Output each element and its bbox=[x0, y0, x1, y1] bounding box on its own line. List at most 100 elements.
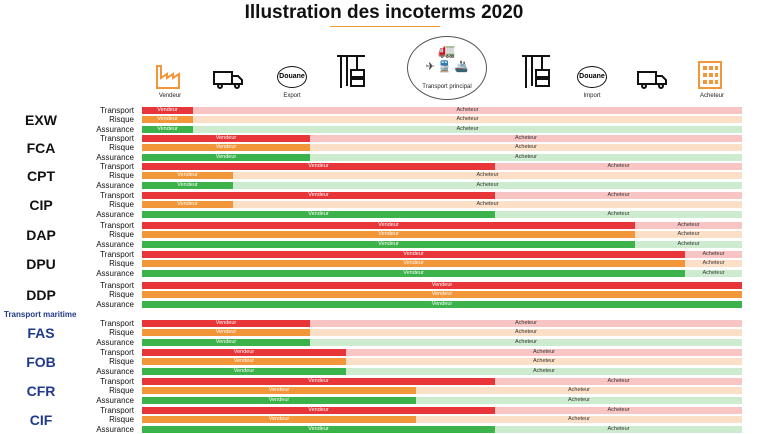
ship-icon: 🚢 bbox=[454, 61, 469, 73]
row-label-risque: Risque bbox=[109, 386, 134, 396]
buyer-bar-assurance: Acheteur bbox=[416, 396, 742, 404]
row-label-assurance: Assurance bbox=[96, 366, 134, 376]
buyer-bar-assurance: Acheteur bbox=[495, 425, 742, 433]
row-label-assurance: Assurance bbox=[96, 180, 134, 190]
trailer-truck-icon: 🚛 bbox=[438, 42, 456, 58]
plane-icon: ✈ bbox=[425, 61, 435, 73]
row-label-risque: Risque bbox=[109, 230, 134, 240]
incoterm-code: FAS bbox=[27, 325, 55, 341]
seller-bar-risque: Vendeur bbox=[142, 291, 742, 299]
buyer-bar-transport: Acheteur bbox=[310, 135, 742, 142]
row-label-assurance: Assurance bbox=[96, 239, 134, 249]
seller-bar-assurance: Vendeur bbox=[142, 396, 416, 404]
row-label-transport: Transport bbox=[100, 406, 134, 415]
buyer-bar-assurance: Acheteur bbox=[310, 338, 742, 346]
buyer-bar-transport: Acheteur bbox=[495, 163, 742, 170]
incoterm-code: DAP bbox=[26, 227, 56, 243]
stage-label: Export bbox=[283, 93, 301, 99]
factory-icon bbox=[154, 62, 184, 95]
row-label-risque: Risque bbox=[109, 115, 134, 125]
seller-bar-transport: Vendeur bbox=[142, 349, 346, 356]
seller-bar-assurance: Vendeur bbox=[142, 300, 742, 308]
buyer-bar-risque: Acheteur bbox=[416, 416, 742, 424]
crane-container-icon bbox=[333, 50, 367, 95]
row-label-transport: Transport bbox=[100, 377, 134, 386]
stage-label: Vendeur bbox=[158, 93, 182, 99]
title-underline bbox=[330, 26, 440, 27]
row-label-risque: Risque bbox=[109, 143, 134, 153]
buyer-bar-assurance: Acheteur bbox=[310, 153, 742, 161]
maritime-heading: Transport maritime bbox=[4, 309, 77, 319]
row-label-risque: Risque bbox=[109, 259, 134, 269]
building-icon bbox=[696, 60, 724, 95]
row-label-transport: Transport bbox=[100, 162, 134, 171]
seller-bar-transport: Vendeur bbox=[142, 282, 742, 289]
seller-bar-risque: Vendeur bbox=[142, 201, 233, 209]
seller-bar-risque: Vendeur bbox=[142, 416, 416, 424]
seller-bar-assurance: Vendeur bbox=[142, 338, 310, 346]
seller-bar-assurance: Vendeur bbox=[142, 210, 495, 218]
row-label-assurance: Assurance bbox=[96, 152, 134, 162]
buyer-bar-assurance: Acheteur bbox=[233, 181, 742, 189]
seller-bar-transport: Vendeur bbox=[142, 135, 310, 142]
buyer-bar-assurance: Acheteur bbox=[346, 367, 742, 375]
row-label-transport: Transport bbox=[100, 106, 134, 115]
stage-label: Transport principal bbox=[422, 84, 472, 90]
seller-bar-risque: Vendeur bbox=[142, 116, 193, 124]
buyer-bar-risque: Acheteur bbox=[233, 172, 742, 180]
seller-bar-assurance: Vendeur bbox=[142, 240, 635, 248]
row-label-risque: Risque bbox=[109, 328, 134, 338]
buyer-bar-risque: Acheteur bbox=[346, 358, 742, 366]
seller-bar-transport: Vendeur bbox=[142, 107, 193, 114]
seller-bar-assurance: Vendeur bbox=[142, 269, 685, 277]
seller-bar-risque: Vendeur bbox=[142, 260, 685, 268]
buyer-bar-transport: Acheteur bbox=[685, 251, 742, 258]
seller-bar-transport: Vendeur bbox=[142, 192, 495, 199]
truck-icon bbox=[636, 68, 668, 95]
buyer-bar-risque: Acheteur bbox=[193, 116, 742, 124]
row-label-risque: Risque bbox=[109, 290, 134, 300]
page-title: Illustration des incoterms 2020 bbox=[244, 2, 524, 23]
seller-bar-transport: Vendeur bbox=[142, 320, 310, 327]
buyer-bar-transport: Acheteur bbox=[346, 349, 742, 356]
incoterm-code: FOB bbox=[26, 354, 56, 370]
seller-bar-risque: Vendeur bbox=[142, 358, 346, 366]
seller-bar-transport: Vendeur bbox=[142, 251, 685, 258]
row-label-assurance: Assurance bbox=[96, 209, 134, 219]
stage-label: Import bbox=[583, 93, 601, 99]
row-label-transport: Transport bbox=[100, 250, 134, 259]
row-label-assurance: Assurance bbox=[96, 395, 134, 405]
buyer-bar-transport: Acheteur bbox=[495, 192, 742, 199]
row-label-transport: Transport bbox=[100, 281, 134, 290]
buyer-bar-assurance: Acheteur bbox=[193, 125, 742, 133]
seller-bar-risque: Vendeur bbox=[142, 231, 635, 239]
incoterm-code: CIF bbox=[29, 412, 53, 428]
stage-label: Acheteur bbox=[699, 93, 724, 99]
seller-bar-assurance: Vendeur bbox=[142, 367, 346, 375]
row-label-assurance: Assurance bbox=[96, 124, 134, 134]
incoterm-code: DPU bbox=[26, 256, 56, 272]
buyer-bar-risque: Acheteur bbox=[310, 144, 742, 152]
seller-bar-transport: Vendeur bbox=[142, 407, 495, 414]
buyer-bar-risque: Acheteur bbox=[233, 201, 742, 209]
row-label-transport: Transport bbox=[100, 191, 134, 200]
seller-bar-risque: Vendeur bbox=[142, 172, 233, 180]
truck-icon bbox=[212, 68, 244, 95]
row-label-risque: Risque bbox=[109, 171, 134, 181]
row-label-transport: Transport bbox=[100, 134, 134, 143]
row-label-transport: Transport bbox=[100, 319, 134, 328]
buyer-bar-risque: Acheteur bbox=[416, 387, 742, 395]
buyer-bar-assurance: Acheteur bbox=[685, 269, 742, 277]
row-label-transport: Transport bbox=[100, 221, 134, 230]
buyer-bar-transport: Acheteur bbox=[635, 222, 742, 229]
incoterm-code: CPT bbox=[27, 168, 55, 184]
seller-bar-transport: Vendeur bbox=[142, 378, 495, 385]
buyer-bar-risque: Acheteur bbox=[310, 329, 742, 337]
seller-bar-assurance: Vendeur bbox=[142, 153, 310, 161]
seller-bar-assurance: Vendeur bbox=[142, 125, 193, 133]
train-icon: 🚆 bbox=[437, 61, 452, 73]
seller-bar-assurance: Vendeur bbox=[142, 181, 233, 189]
incoterm-code: CFR bbox=[26, 383, 56, 399]
customs-icon: Douane bbox=[577, 66, 607, 88]
row-label-assurance: Assurance bbox=[96, 337, 134, 347]
